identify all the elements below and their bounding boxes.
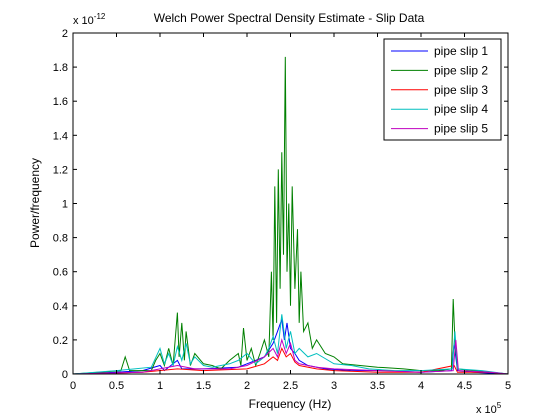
y-tick-label: 1.8	[53, 62, 68, 74]
y-tick-label: 1.6	[53, 96, 68, 108]
legend-label: pipe slip 2	[434, 63, 488, 77]
x-tick-label: 0.5	[109, 380, 124, 392]
x-tick-label: 3.5	[370, 380, 385, 392]
y-tick-label: 0.8	[53, 233, 68, 245]
x-tick-label: 1.5	[196, 380, 211, 392]
x-tick-label: 4.5	[457, 380, 472, 392]
y-exponent-power: -12	[94, 12, 106, 21]
series-line-5	[72, 338, 509, 375]
y-tick-label: 2	[62, 28, 68, 40]
legend: pipe slip 1 pipe slip 2 pipe slip 3 pipe sl…	[383, 38, 502, 141]
x-axis: 0 0.5 1 1.5 2 2.5 3 3.5 4 4.5 5	[70, 33, 511, 392]
x-tick-label: 2.5	[283, 380, 298, 392]
legend-label: pipe slip 5	[434, 122, 488, 136]
y-axis: 0 0.2 0.4 0.6 0.8 1 1.2 1.4 1.6 1.8 2	[53, 28, 508, 381]
x-tick-label: 4	[418, 380, 424, 392]
y-tick-label: 1	[62, 199, 68, 211]
series-group	[72, 56, 509, 375]
y-exponent-base: x 10	[73, 15, 94, 27]
y-tick-label: 0	[62, 369, 68, 381]
series-line-4	[72, 314, 509, 375]
y-tick-label: 0.2	[53, 335, 68, 347]
y-tick-label: 1.2	[53, 164, 68, 176]
x-tick-label: 3	[331, 380, 337, 392]
legend-label: pipe slip 4	[434, 102, 488, 116]
series-line-3	[72, 347, 509, 375]
chart-title: Welch Power Spectral Density Estimate - …	[154, 11, 425, 25]
x-tick-label: 0	[70, 380, 76, 392]
y-exponent-label: x 10-12	[73, 12, 106, 27]
x-tick-label: 5	[505, 380, 511, 392]
svg-text:x 105: x 105	[476, 401, 502, 416]
y-tick-label: 0.6	[53, 267, 68, 279]
x-exponent-power: 5	[497, 401, 502, 410]
x-tick-label: 1	[157, 380, 163, 392]
svg-text:x 10-12: x 10-12	[73, 12, 106, 27]
y-tick-label: 1.4	[53, 130, 68, 142]
x-exponent-base: x 10	[476, 404, 497, 416]
y-tick-label: 0.4	[53, 301, 68, 313]
legend-label: pipe slip 1	[434, 44, 488, 58]
x-axis-label: Frequency (Hz)	[249, 397, 332, 411]
y-axis-label: Power/frequency	[28, 158, 42, 248]
legend-label: pipe slip 3	[434, 83, 488, 97]
x-exponent-label: x 105	[476, 401, 502, 416]
x-tick-label: 2	[244, 380, 250, 392]
series-line-2	[72, 56, 509, 375]
